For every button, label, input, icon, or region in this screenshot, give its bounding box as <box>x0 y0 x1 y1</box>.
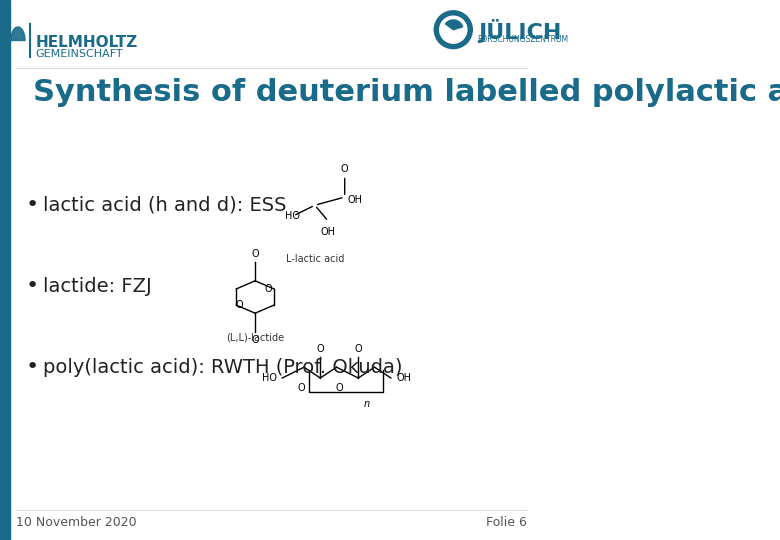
Text: 10 November 2020: 10 November 2020 <box>16 516 137 529</box>
Text: lactic acid (h and d): ESS: lactic acid (h and d): ESS <box>44 195 287 215</box>
Text: poly(lactic acid): RWTH (Prof. Okuda): poly(lactic acid): RWTH (Prof. Okuda) <box>44 357 403 377</box>
Text: HO: HO <box>285 211 300 221</box>
Text: •: • <box>26 357 39 377</box>
Text: •: • <box>26 195 39 215</box>
Text: OH: OH <box>347 195 363 205</box>
Text: O: O <box>251 335 259 345</box>
Text: O: O <box>297 383 305 394</box>
Circle shape <box>440 16 467 43</box>
Text: O: O <box>354 343 362 354</box>
Text: OH: OH <box>321 227 336 237</box>
Text: lactide: FZJ: lactide: FZJ <box>44 276 152 296</box>
Text: O: O <box>236 300 243 310</box>
Text: JÜLICH: JÜLICH <box>477 19 561 43</box>
Text: O: O <box>251 249 259 259</box>
Text: n: n <box>363 399 370 409</box>
Text: FORSCHUNGSZENTRUM: FORSCHUNGSZENTRUM <box>477 35 569 44</box>
Bar <box>0 0 10 540</box>
Text: HELMHOLTZ: HELMHOLTZ <box>35 35 137 50</box>
Text: •: • <box>26 276 39 296</box>
Text: Folie 6: Folie 6 <box>486 516 526 529</box>
Text: (L,L)-lactide: (L,L)-lactide <box>226 332 284 342</box>
Text: O: O <box>264 284 272 294</box>
Text: GEMEINSCHAFT: GEMEINSCHAFT <box>35 49 123 59</box>
Text: L-lactic acid: L-lactic acid <box>285 254 344 264</box>
Text: O: O <box>317 343 324 354</box>
Text: O: O <box>341 164 349 174</box>
Text: Synthesis of deuterium labelled polylactic acid: Synthesis of deuterium labelled polylact… <box>33 78 780 107</box>
Polygon shape <box>11 27 25 40</box>
Text: HO: HO <box>262 373 277 383</box>
Polygon shape <box>445 20 463 30</box>
Text: O: O <box>335 383 343 394</box>
Circle shape <box>434 11 472 49</box>
Text: OH: OH <box>396 373 411 383</box>
